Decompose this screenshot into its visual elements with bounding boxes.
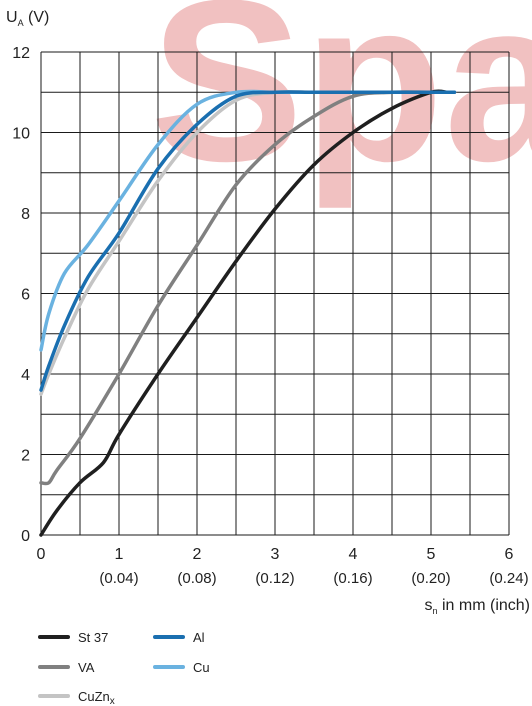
- tick-labels: 0 2 4 6 8 10 12 0 1 (0.04) 2 (0.08) 3 (0.12) 4 (0.16) 5 (…: [12, 45, 528, 587]
- x-tick-label: 3: [271, 546, 280, 563]
- legend-label: VA: [78, 660, 95, 675]
- x-tick-inch-label: (0.16): [333, 570, 372, 587]
- y-tick-label: 12: [12, 45, 30, 62]
- y-tick-label: 0: [21, 528, 30, 545]
- y-tick-label: 10: [12, 126, 30, 143]
- x-tick-inch-label: (0.24): [489, 570, 528, 587]
- x-axis-label: sn in mm (inch): [425, 597, 530, 616]
- brand-watermark: Spa: [150, 0, 532, 209]
- x-tick-inch-label: (0.08): [177, 570, 216, 587]
- watermark-text: Spa: [150, 0, 532, 209]
- legend-label: Cu: [193, 660, 210, 675]
- series-line-al: [39, 90, 457, 392]
- y-axis-label: UA (V): [6, 9, 49, 28]
- series-lines: [39, 89, 457, 537]
- x-tick-label: 1: [115, 546, 124, 563]
- y-tick-label: 8: [21, 206, 30, 223]
- y-tick-label: 2: [21, 448, 30, 465]
- x-tick-label: 2: [193, 546, 202, 563]
- series-line-st-37: [39, 89, 449, 537]
- y-tick-label: 4: [21, 367, 30, 384]
- x-tick-inch-label: (0.20): [411, 570, 450, 587]
- legend-label: Al: [193, 630, 205, 645]
- x-tick-label: 4: [349, 546, 358, 563]
- x-tick-label: 5: [427, 546, 436, 563]
- x-tick-label: 6: [505, 546, 514, 563]
- y-tick-label: 6: [21, 287, 30, 304]
- x-tick-inch-label: (0.12): [255, 570, 294, 587]
- legend-label: St 37: [78, 630, 108, 645]
- chart-legend: St 37 Al VA Cu CuZnx: [38, 630, 210, 706]
- x-tick-inch-label: (0.04): [99, 570, 138, 587]
- legend-label: CuZnx: [78, 689, 115, 706]
- x-tick-label: 0: [37, 546, 46, 563]
